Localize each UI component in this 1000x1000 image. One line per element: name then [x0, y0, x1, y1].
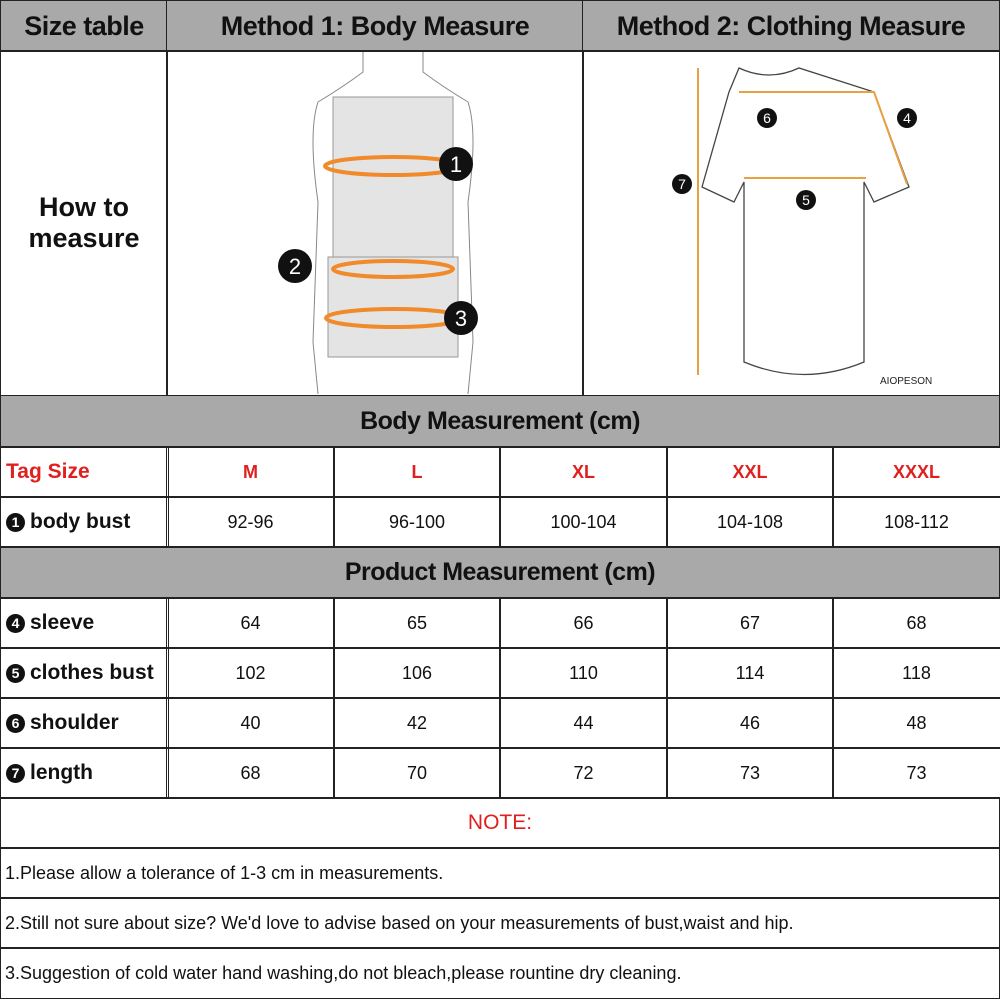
table-cell: 68: [832, 597, 1000, 649]
table-cell: 42: [333, 697, 501, 749]
product-row-text: shoulder: [30, 711, 119, 734]
number-badge-icon: 4: [6, 613, 25, 633]
method1-header: Method 1: Body Measure: [166, 0, 584, 52]
tag-size-row-label: Tag Size: [0, 446, 169, 498]
table-cell: 46: [666, 697, 834, 749]
number-badge-icon: 6: [6, 713, 25, 733]
clothing-measure-figure: 6 4 7 5 AIOPESON: [582, 50, 1000, 396]
table-cell: 64: [166, 597, 335, 649]
size-header: M: [166, 446, 335, 498]
size-header: XXL: [666, 446, 834, 498]
how-to-measure-label: How to measure: [0, 50, 168, 396]
body-row-text: body bust: [30, 510, 131, 533]
marker-4: 4: [903, 110, 911, 126]
body-row-label: 1 body bust: [0, 496, 169, 548]
product-row-label: 6 shoulder: [0, 697, 169, 749]
note-2: 2.Still not sure about size? We'd love t…: [0, 897, 1000, 949]
marker-2: 2: [288, 254, 300, 279]
product-measurement-section: Product Measurement (cm): [0, 546, 1000, 599]
marker-3: 3: [454, 306, 466, 331]
product-row-label: 4 sleeve: [0, 597, 169, 649]
table-cell: 100-104: [499, 496, 668, 548]
marker-5: 5: [802, 192, 810, 208]
table-cell: 73: [832, 747, 1000, 799]
table-cell: 114: [666, 647, 834, 699]
table-cell: 92-96: [166, 496, 335, 548]
number-badge-icon: 5: [6, 663, 25, 683]
note-title: NOTE:: [0, 797, 1000, 849]
table-cell: 67: [666, 597, 834, 649]
table-cell: 104-108: [666, 496, 834, 548]
table-cell: 96-100: [333, 496, 501, 548]
table-cell: 40: [166, 697, 335, 749]
table-cell: 108-112: [832, 496, 1000, 548]
table-cell: 66: [499, 597, 668, 649]
table-cell: 118: [832, 647, 1000, 699]
size-header: XL: [499, 446, 668, 498]
tag-size-row-text: Tag Size: [6, 460, 90, 483]
product-row-label: 7 length: [0, 747, 169, 799]
table-cell: 73: [666, 747, 834, 799]
number-badge-icon: 1: [6, 512, 25, 532]
table-cell: 65: [333, 597, 501, 649]
marker-badges: 1 2 3: [277, 147, 478, 335]
product-row-text: sleeve: [30, 611, 95, 634]
table-cell: 70: [333, 747, 501, 799]
product-row-text: length: [30, 761, 93, 784]
product-row-text: clothes bust: [30, 661, 154, 684]
brand-label: AIOPESON: [880, 376, 932, 387]
table-cell: 72: [499, 747, 668, 799]
body-measurement-section: Body Measurement (cm): [0, 395, 1000, 448]
table-cell: 48: [832, 697, 1000, 749]
table-cell: 68: [166, 747, 335, 799]
number-badge-icon: 7: [6, 763, 25, 783]
marker-1: 1: [449, 152, 461, 177]
table-cell: 110: [499, 647, 668, 699]
marker-6: 6: [763, 110, 771, 126]
table-cell: 44: [499, 697, 668, 749]
marker-7: 7: [678, 176, 686, 192]
table-cell: 102: [166, 647, 335, 699]
size-header: L: [333, 446, 501, 498]
size-header: XXXL: [832, 446, 1000, 498]
method2-header: Method 2: Clothing Measure: [582, 0, 1000, 52]
note-1: 1.Please allow a tolerance of 1-3 cm in …: [0, 847, 1000, 899]
size-table-header: Size table: [0, 0, 168, 52]
product-row-label: 5 clothes bust: [0, 647, 169, 699]
body-measure-figure: 1 2 3: [166, 50, 584, 396]
table-cell: 106: [333, 647, 501, 699]
note-3: 3.Suggestion of cold water hand washing,…: [0, 947, 1000, 999]
